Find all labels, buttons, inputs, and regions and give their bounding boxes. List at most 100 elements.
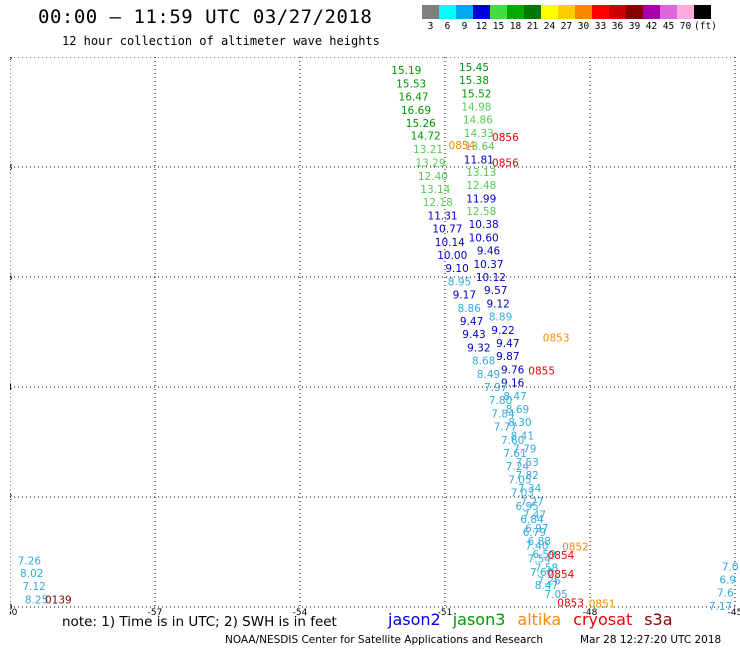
wave-height-plot: -60 -57 -54 -51 -48 -45 30 32 34 36 38 40 15.1915.53… xyxy=(10,57,740,617)
data-point-label: 7.6 xyxy=(717,588,734,600)
satellite-cryosat: cryosat xyxy=(573,610,633,629)
data-point-label: 14.98 xyxy=(461,102,491,114)
scale-swatch xyxy=(558,5,575,19)
data-point-label: 6.79 xyxy=(523,527,546,539)
scale-swatch xyxy=(456,5,473,19)
data-point-label: 7.47 xyxy=(523,510,546,522)
color-scale-swatches xyxy=(422,5,711,19)
data-point-label: 9.17 xyxy=(453,290,476,302)
y-tick-label: 30 xyxy=(10,603,13,613)
data-point-label: 8.95 xyxy=(448,276,471,288)
data-point-label: 0852 xyxy=(562,542,589,554)
data-point-label: 7.24 xyxy=(506,461,530,473)
scale-swatch xyxy=(626,5,643,19)
color-scale-legend: 3 6 9 12 15 18 21 24 27 30 33 36 39 42 45 70 (ft) xyxy=(422,5,717,32)
data-point-label: 7.84 xyxy=(491,408,515,420)
scale-swatch xyxy=(609,5,626,19)
data-point-label: 0139 xyxy=(45,594,72,606)
data-point-label: 10.37 xyxy=(473,259,503,271)
data-point-label: 8.25 xyxy=(25,594,48,606)
data-point-label: 12.18 xyxy=(423,197,453,209)
data-point-label: 9.46 xyxy=(477,246,501,258)
data-point-label: 6.88 xyxy=(528,536,551,548)
scale-label: 3 xyxy=(427,21,434,32)
data-point-label: 15.26 xyxy=(406,118,436,130)
credit-line: NOAA/NESDIS Center for Satellite Applica… xyxy=(225,634,543,646)
scale-label: 42 xyxy=(645,21,658,32)
data-point-label: 9.87 xyxy=(496,351,519,363)
data-point-label: 9.47 xyxy=(460,316,483,328)
x-tick-label: -54 xyxy=(293,608,308,617)
color-scale-labels: 3 6 9 12 15 18 21 24 27 30 33 36 39 42 45 70 (ft) xyxy=(422,21,717,32)
data-point-label: 14.86 xyxy=(463,115,493,127)
generated-timestamp: Mar 28 12:27:20 UTC 2018 xyxy=(580,634,722,646)
data-point-label: 7.61 xyxy=(503,448,526,460)
data-point-label: 7.77 xyxy=(494,422,517,434)
scale-label: 33 xyxy=(594,21,607,32)
scale-label: 70 xyxy=(679,21,692,32)
scale-label: 15 xyxy=(492,21,505,32)
x-tick-label: -60 xyxy=(10,608,18,617)
data-point-label: 15.52 xyxy=(461,88,491,100)
data-point-label: 8.02 xyxy=(20,568,43,580)
y-tick-label: 34 xyxy=(10,383,13,393)
data-point-label: 0856 xyxy=(492,158,519,170)
data-point-label: 7.0 xyxy=(722,561,739,573)
data-point-label: 10.77 xyxy=(432,224,462,236)
data-point-label: 9.16 xyxy=(501,378,525,390)
data-point-label: 7.34 xyxy=(518,483,542,495)
scale-swatch xyxy=(507,5,524,19)
data-point-label: 11.81 xyxy=(464,154,494,166)
data-point-label: 6.95 xyxy=(515,501,538,513)
data-point-label: 13.29 xyxy=(415,158,445,170)
scale-swatch xyxy=(490,5,507,19)
data-point-label: 7.82 xyxy=(515,470,538,482)
scale-label: 36 xyxy=(611,21,624,32)
y-tick-label: 36 xyxy=(10,273,13,283)
data-point-label: 6.9 xyxy=(719,575,736,587)
data-point-label: 8.49 xyxy=(477,369,500,381)
data-point-label: 7.05 xyxy=(508,474,531,486)
scale-swatch xyxy=(541,5,558,19)
scale-swatch xyxy=(473,5,490,19)
x-tick-label: -57 xyxy=(148,608,163,617)
data-point-label: 8.41 xyxy=(511,430,534,442)
data-point-label: 7.26 xyxy=(18,555,42,567)
data-point-label: 15.45 xyxy=(459,62,489,74)
chart-subtitle: 12 hour collection of altimeter wave hei… xyxy=(62,34,380,48)
data-point-label: 0854 xyxy=(548,550,575,562)
data-point-label: 7.05 xyxy=(544,589,567,601)
scale-label: (ft) xyxy=(694,21,717,32)
data-point-label: 7.58 xyxy=(535,562,558,574)
data-point-label: 8.30 xyxy=(508,417,531,429)
scale-label: 27 xyxy=(560,21,573,32)
data-point-label: 7.60 xyxy=(501,435,524,447)
y-tick-label: 40 xyxy=(10,57,13,63)
scale-label: 39 xyxy=(628,21,641,32)
data-point-label: 10.00 xyxy=(437,250,467,262)
data-point-label: 12.40 xyxy=(418,171,448,183)
data-point-label: 13.21 xyxy=(413,144,443,156)
data-point-label: 6.97 xyxy=(525,523,548,535)
data-point-label: 6.84 xyxy=(520,514,544,526)
data-point-label: 13.13 xyxy=(466,167,496,179)
data-point-label: 7.54 xyxy=(528,554,552,566)
scale-swatch xyxy=(677,5,694,19)
data-point-label: 7.17 xyxy=(709,601,732,613)
data-point-label: 8.86 xyxy=(457,303,481,315)
data-point-label: 7.79 xyxy=(513,444,536,456)
data-point-label: 7.03 xyxy=(511,488,534,500)
scale-label: 12 xyxy=(475,21,488,32)
data-point-label: 15.19 xyxy=(391,65,421,77)
data-point-label: 9.12 xyxy=(486,298,509,310)
data-point-label: 11.31 xyxy=(428,210,458,222)
data-point-label: 12.58 xyxy=(466,206,496,218)
data-point-label: 8.69 xyxy=(506,404,529,416)
footer-note: note: 1) Time is in UTC; 2) SWH is in fe… xyxy=(62,614,337,630)
data-point-label: 0854 xyxy=(449,140,476,152)
scale-swatch xyxy=(643,5,660,19)
data-point-label: 9.32 xyxy=(467,342,490,354)
data-point-label: 10.38 xyxy=(469,219,499,231)
scale-swatch xyxy=(660,5,677,19)
data-point-label: 0853 xyxy=(543,333,570,345)
